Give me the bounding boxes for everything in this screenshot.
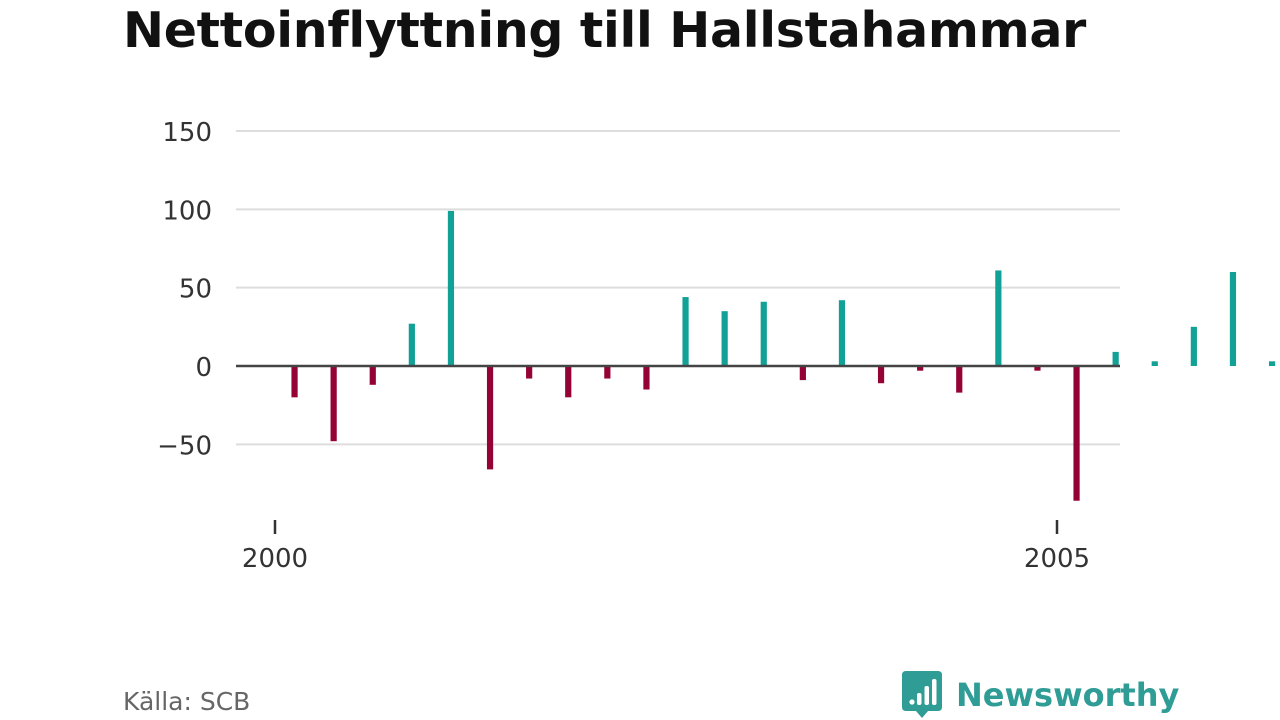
x-tick-label: 2005 (1024, 544, 1090, 574)
bar (760, 301, 767, 366)
newsworthy-logo-icon (902, 671, 942, 718)
bar (917, 366, 924, 371)
bar (408, 323, 415, 366)
bar (1034, 366, 1041, 371)
bar (1190, 326, 1197, 366)
bar (838, 300, 846, 366)
y-tick-label: 50 (179, 275, 212, 305)
bar (330, 366, 337, 442)
bar (1268, 361, 1276, 366)
bar (486, 366, 494, 470)
bar (604, 366, 611, 379)
y-axis: 150 100 50 0 −50 (157, 118, 212, 461)
bar (682, 297, 689, 366)
bar (995, 270, 1002, 366)
bar (643, 366, 650, 390)
bar (1151, 361, 1158, 366)
x-tick-label: 2000 (242, 544, 308, 574)
bar (526, 366, 533, 379)
bar (565, 366, 572, 398)
bar (447, 210, 455, 366)
y-tick-label: −50 (157, 431, 212, 461)
bar (877, 366, 885, 384)
brand: Newsworthy (902, 670, 1179, 720)
bar (1112, 351, 1119, 366)
bar (799, 366, 806, 381)
gridlines (236, 129, 1120, 446)
bar (291, 366, 298, 398)
brand-name: Newsworthy (956, 676, 1180, 714)
bar (1073, 366, 1080, 501)
bars (291, 210, 1276, 501)
bar (369, 366, 376, 385)
y-tick-label: 0 (195, 353, 212, 383)
y-tick-label: 100 (162, 196, 212, 226)
chart-title: Nettoinflyttning till Hallstahammar (123, 2, 1087, 59)
bar (721, 311, 728, 366)
bar (1229, 272, 1237, 366)
y-tick-label: 150 (162, 118, 212, 148)
x-axis: 200020052010201520202025 (242, 520, 1090, 574)
source-label: Källa: SCB (123, 687, 251, 716)
bar (956, 366, 963, 393)
